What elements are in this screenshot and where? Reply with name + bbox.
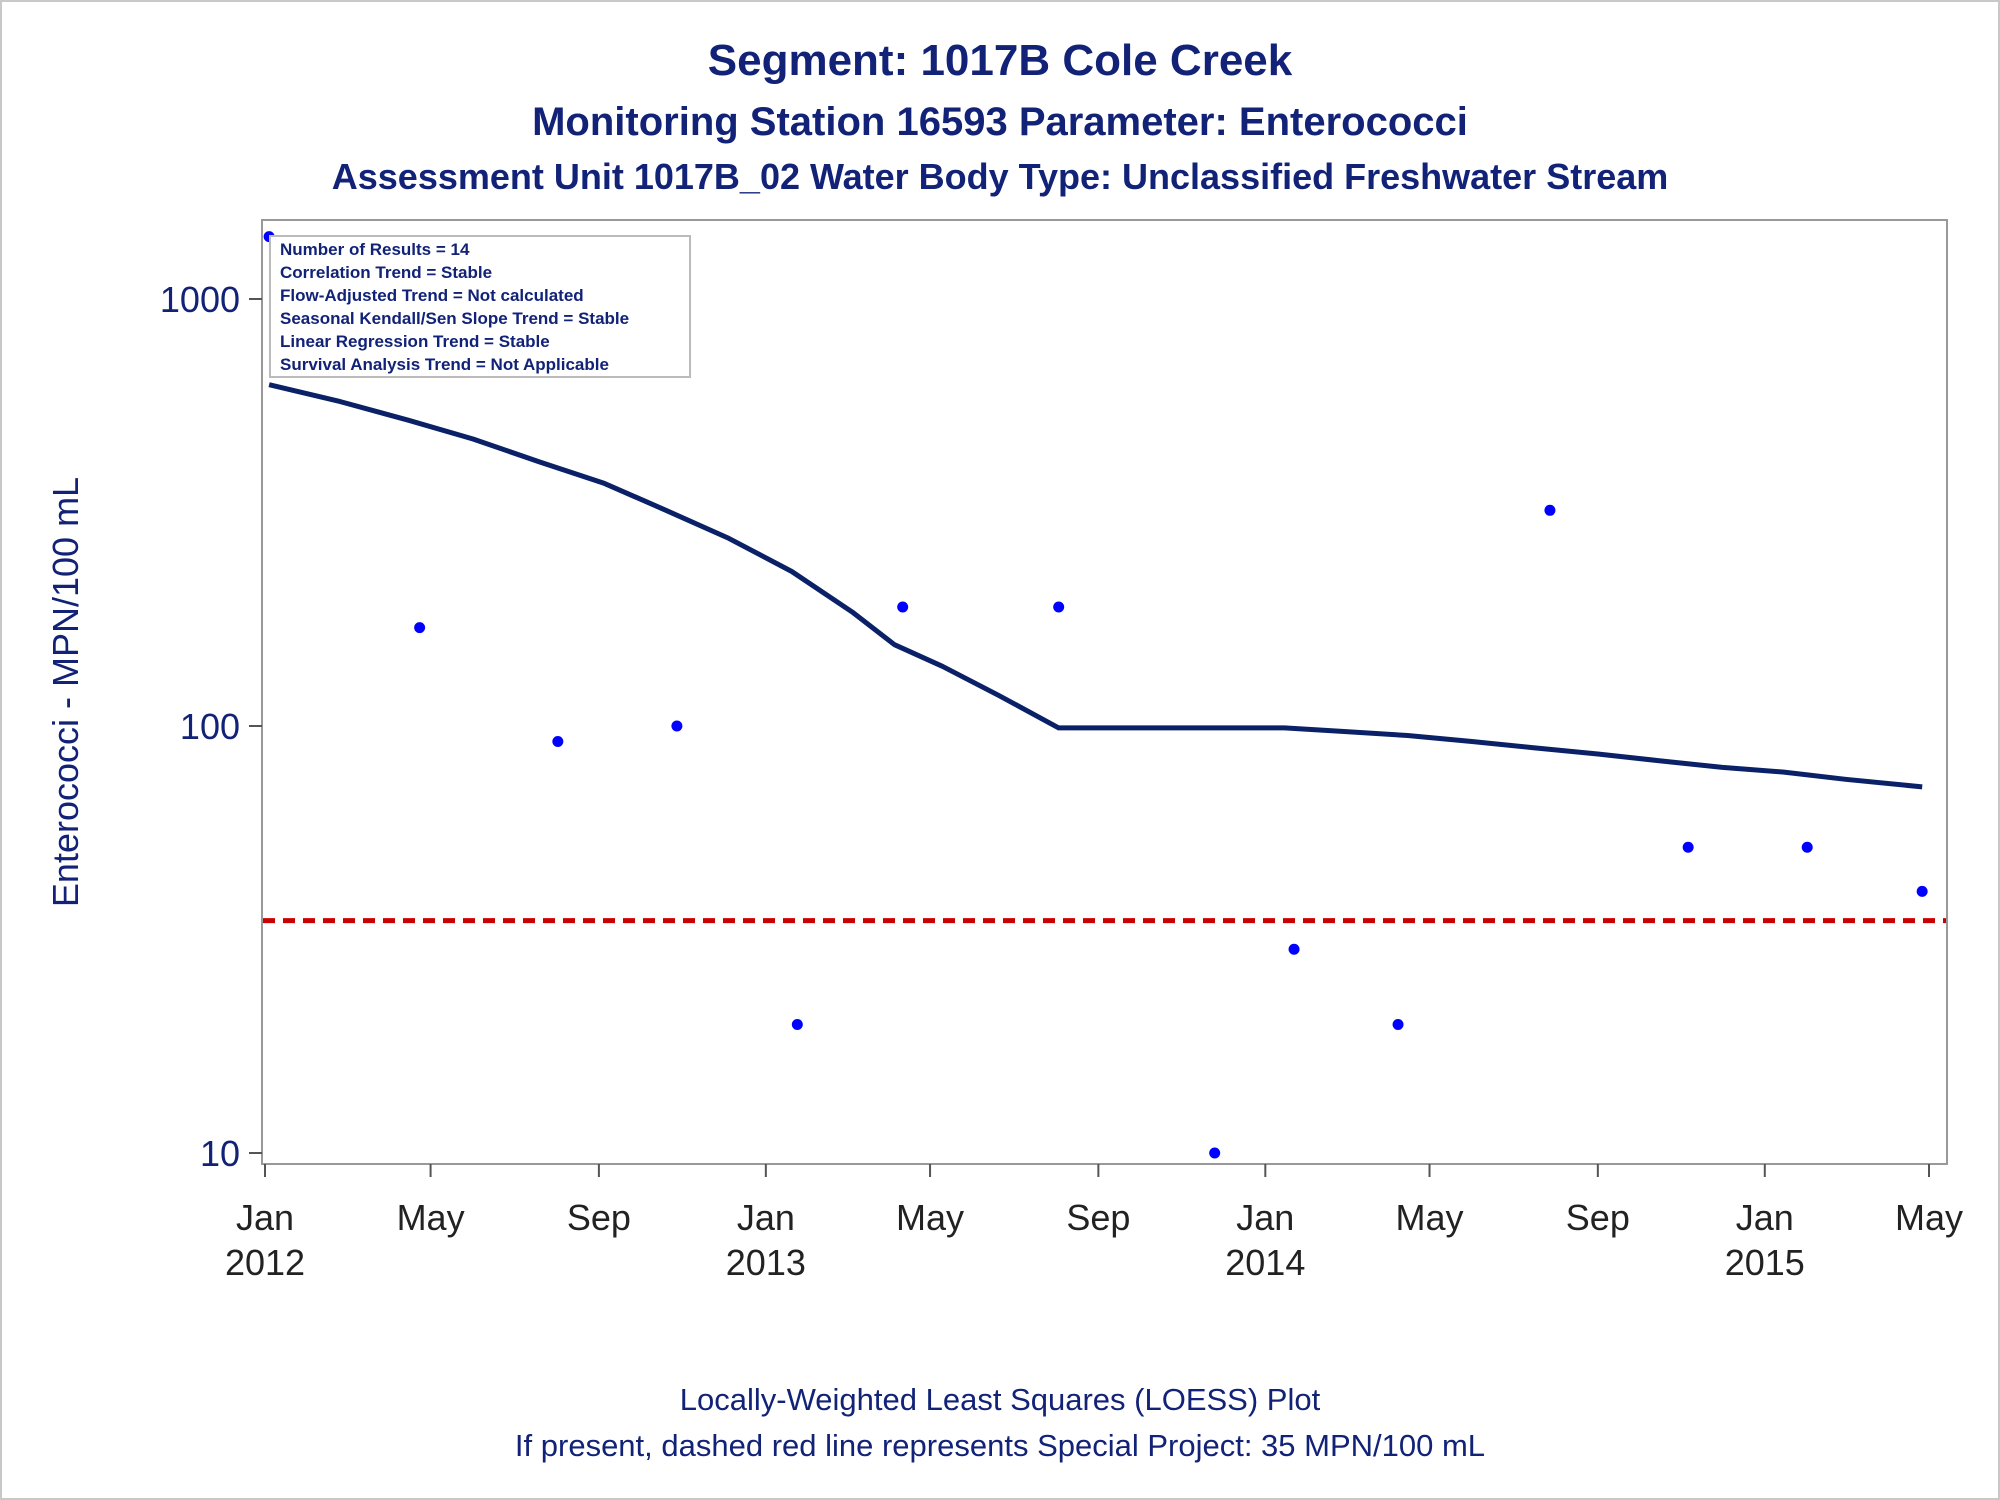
data-point: [414, 622, 426, 634]
x-tick-label: Sep: [1066, 1197, 1130, 1238]
trend-legend-line: Survival Analysis Trend = Not Applicable: [280, 355, 609, 374]
data-point: [1288, 943, 1300, 955]
y-tick-label: 100: [180, 706, 240, 747]
x-tick-label: Jan: [737, 1197, 795, 1238]
data-point: [897, 601, 909, 613]
chart-subtitle: Monitoring Station 16593 Parameter: Ente…: [532, 100, 1468, 144]
y-axis-label: Enterococci - MPN/100 mL: [45, 477, 86, 907]
x-tick-label: May: [1396, 1197, 1464, 1238]
y-tick-label: 1000: [160, 279, 240, 320]
series-layer: [263, 231, 1946, 1159]
x-tick-year-label: 2015: [1725, 1242, 1805, 1283]
loess-curve: [268, 382, 1923, 790]
x-tick-label: May: [397, 1197, 465, 1238]
trend-legend-box: Number of Results = 14 Correlation Trend …: [269, 235, 691, 378]
data-point: [791, 1018, 803, 1030]
x-tick-label: Sep: [567, 1197, 631, 1238]
y-axis: 10 100 1000: [160, 279, 262, 1174]
data-point: [1801, 841, 1813, 853]
data-point: [1916, 885, 1928, 897]
x-tick-label: May: [1895, 1197, 1963, 1238]
trend-legend-line: Flow-Adjusted Trend = Not calculated: [280, 286, 584, 305]
x-tick-year-label: 2014: [1225, 1242, 1305, 1283]
data-point: [1392, 1018, 1404, 1030]
x-tick-label: Jan: [236, 1197, 294, 1238]
x-tick-label: May: [896, 1197, 964, 1238]
data-point: [1682, 841, 1694, 853]
x-tick-year-label: 2012: [225, 1242, 305, 1283]
trend-legend-line: Correlation Trend = Stable: [280, 263, 492, 282]
chart-subtitle-2: Assessment Unit 1017B_02 Water Body Type…: [331, 156, 1669, 197]
chart-title: Segment: 1017B Cole Creek: [707, 36, 1293, 85]
data-point: [552, 735, 564, 747]
y-tick-label: 10: [200, 1133, 240, 1174]
trend-legend-line: Linear Regression Trend = Stable: [280, 332, 550, 351]
x-tick-label: Sep: [1566, 1197, 1630, 1238]
trend-legend-line: Number of Results = 14: [280, 240, 470, 259]
x-tick-year-label: 2013: [726, 1242, 806, 1283]
footnote-loess: Locally-Weighted Least Squares (LOESS) P…: [679, 1382, 1321, 1417]
x-tick-label: Jan: [1236, 1197, 1294, 1238]
data-point: [1544, 504, 1556, 516]
trend-legend-line: Seasonal Kendall/Sen Slope Trend = Stabl…: [280, 309, 629, 328]
plot-area: [261, 219, 1948, 1165]
footnote-reference: If present, dashed red line represents S…: [514, 1428, 1486, 1463]
data-point: [671, 720, 683, 732]
data-point: [1209, 1147, 1221, 1159]
data-point: [1053, 601, 1065, 613]
trend-legend-frame: [269, 235, 691, 378]
x-tick-label: Jan: [1736, 1197, 1794, 1238]
